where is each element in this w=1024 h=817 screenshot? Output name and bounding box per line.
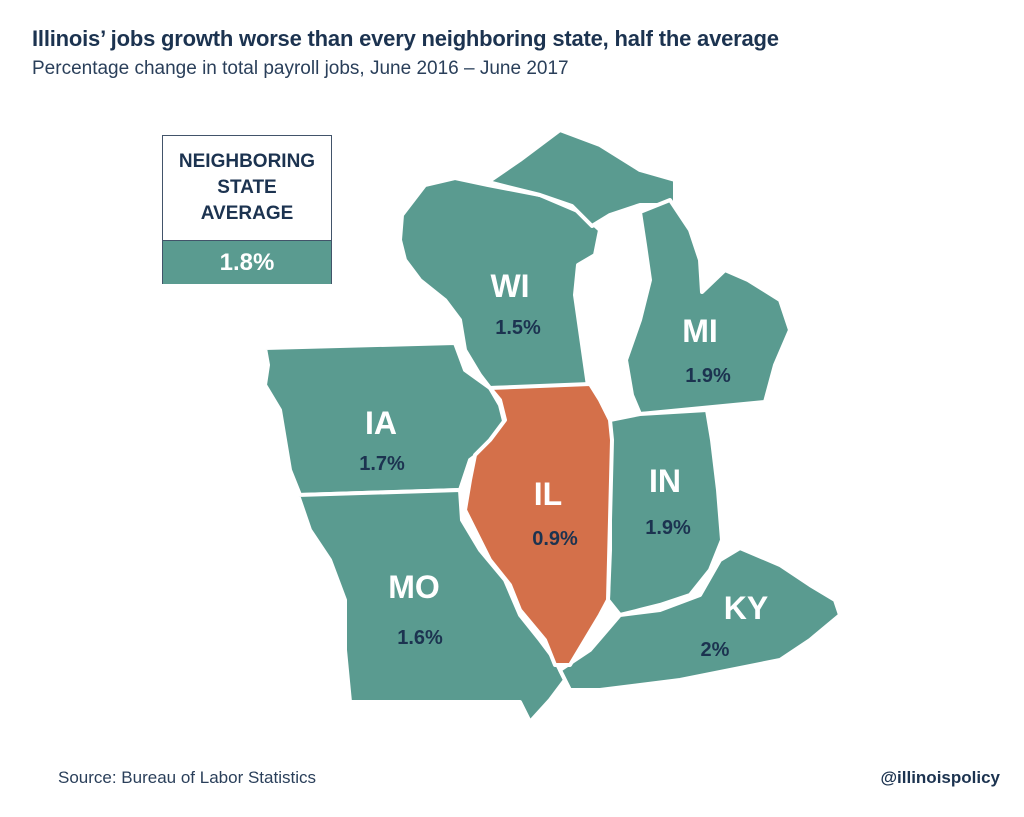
state-label-in: IN [649,463,681,499]
state-label-ky: KY [724,590,768,626]
chart-subtitle: Percentage change in total payroll jobs,… [32,58,569,79]
chart-title: Illinois’ jobs growth worse than every n… [32,26,779,51]
state-value-mi: 1.9% [685,365,731,387]
source-note: Source: Bureau of Labor Statistics [58,768,316,787]
state-label-il: IL [534,476,562,512]
legend-label: NEIGHBORING STATE AVERAGE [163,136,331,241]
state-in [606,408,724,617]
state-label-wi: WI [490,268,529,304]
legend-value: 1.8% [163,241,331,284]
state-ia [263,341,507,497]
state-il [463,382,614,667]
neighboring-average-box: NEIGHBORING STATE AVERAGE 1.8% [162,135,332,284]
twitter-handle: @illinoispolicy [880,768,1000,787]
state-value-il: 0.9% [532,528,578,550]
state-mo [296,488,567,724]
state-label-ia: IA [365,405,397,441]
state-value-wi: 1.5% [495,317,541,339]
state-value-mo: 1.6% [397,627,443,649]
state-label-mi: MI [682,313,718,349]
state-value-ia: 1.7% [359,453,405,475]
state-value-ky: 2% [701,639,730,661]
state-mi-lower [624,198,792,416]
state-ky [558,546,842,692]
state-label-mo: MO [388,569,440,605]
state-value-in: 1.9% [645,517,691,539]
